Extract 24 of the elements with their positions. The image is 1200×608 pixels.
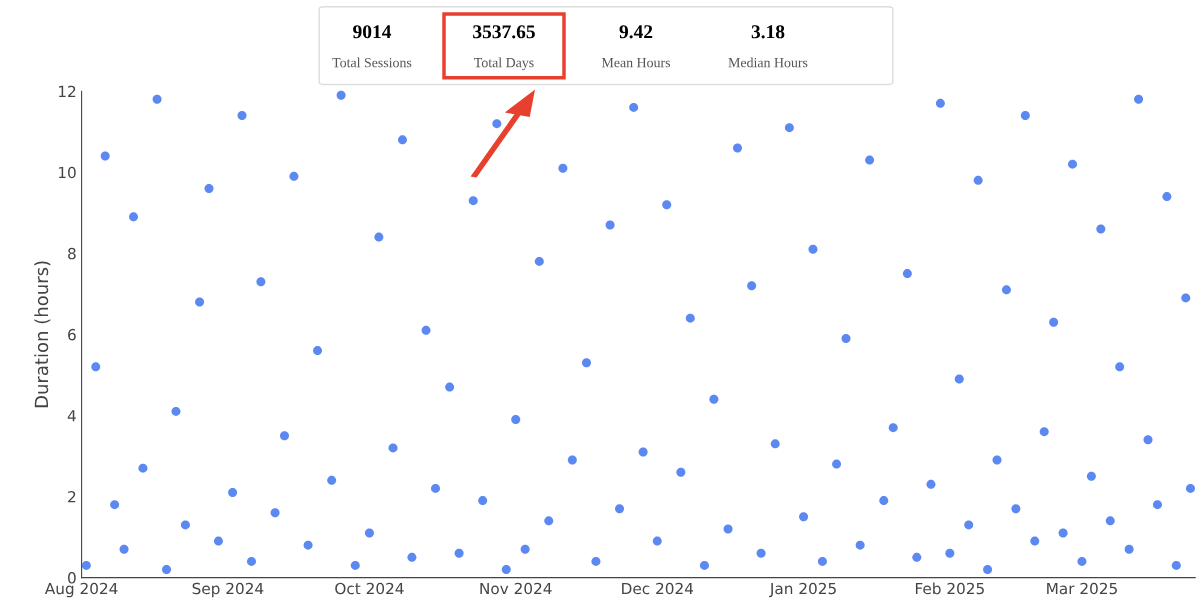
x-tick-label: Aug 2024 — [44, 582, 118, 598]
text: 3.18 — [751, 25, 785, 39]
y-axis-title: Duration (hours) — [34, 261, 51, 408]
text: Total Sessions — [332, 57, 412, 68]
text: Median Hours — [728, 57, 808, 68]
y-tick-label: 8 — [68, 247, 76, 260]
x-tick-label: Sep 2024 — [192, 582, 264, 598]
y-tick-label: 4 — [67, 410, 76, 422]
text: 9014 — [353, 25, 392, 39]
x-tick-label: Oct 2024 — [335, 582, 404, 595]
y-tick-label: 0 — [68, 572, 76, 584]
text: 3537.65 — [473, 25, 535, 39]
y-tick-label: 2 — [68, 491, 76, 503]
x-tick-label: Dec 2024 — [622, 582, 694, 595]
x-tick-label: Feb 2025 — [915, 582, 984, 595]
y-tick-label: 12 — [58, 85, 76, 97]
y-tick-label: 6 — [68, 328, 76, 341]
x-tick-label: Mar 2025 — [1047, 582, 1117, 595]
text: Mean Hours — [601, 58, 671, 68]
y-tick-label: 10 — [58, 166, 76, 179]
x-tick-label: Nov 2024 — [480, 582, 552, 595]
text: 9.42 — [619, 25, 653, 39]
x-tick-label: Jan 2025 — [769, 582, 836, 598]
text: Total Days — [474, 57, 534, 71]
